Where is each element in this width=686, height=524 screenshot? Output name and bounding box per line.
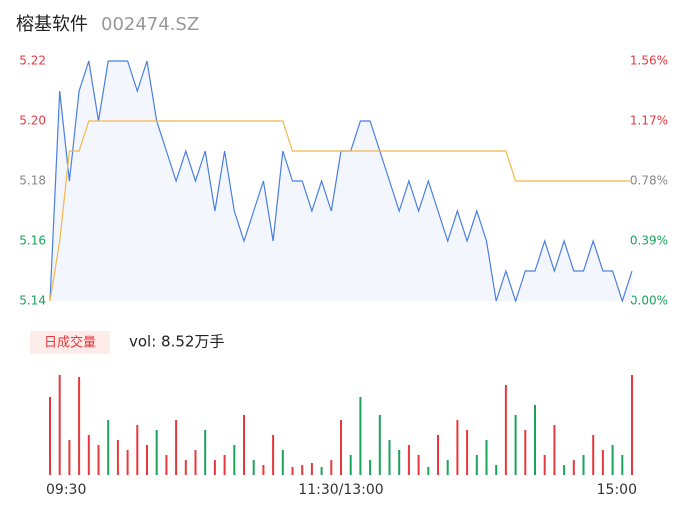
volume-bar	[553, 425, 556, 475]
y2-tick-label: 1.56%	[630, 54, 668, 68]
y-tick-label: 5.20	[19, 114, 46, 128]
y2-tick-label: 0.00%	[630, 294, 668, 308]
volume-bar	[524, 430, 527, 475]
volume-bar	[136, 425, 139, 475]
volume-bar	[456, 420, 459, 475]
volume-bar	[611, 445, 614, 475]
volume-bar	[107, 420, 110, 475]
volume-bar	[310, 463, 313, 475]
volume-bar	[184, 460, 187, 475]
volume-bar	[97, 445, 100, 475]
volume-bar	[359, 397, 362, 475]
volume-bar	[592, 435, 595, 475]
volume-bar	[165, 455, 168, 475]
volume-bar	[514, 415, 517, 475]
volume-bar	[204, 430, 207, 475]
volume-bar	[330, 460, 333, 475]
y2-tick-label: 1.17%	[630, 114, 668, 128]
volume-badge-bg	[30, 331, 110, 354]
volume-bar	[349, 455, 352, 475]
volume-bar	[243, 415, 245, 475]
volume-bar	[398, 450, 401, 475]
volume-bar	[563, 465, 566, 475]
y2-tick-label: 0.78%	[630, 174, 668, 188]
volume-bar	[320, 467, 323, 475]
volume-bar	[437, 435, 439, 475]
volume-bar	[175, 420, 178, 475]
volume-bar	[621, 455, 624, 475]
volume-bar	[301, 465, 304, 475]
volume-bar	[388, 440, 391, 475]
volume-bar	[213, 460, 216, 475]
volume-bar	[534, 405, 536, 475]
volume-bar	[126, 450, 129, 475]
volume-bar	[262, 465, 265, 475]
x-tick-label: 09:30	[46, 482, 86, 498]
volume-bar	[475, 455, 478, 475]
volume-badge: 日成交量	[44, 335, 96, 351]
volume-bar	[223, 455, 226, 475]
volume-bar	[369, 460, 372, 475]
volume-bar	[485, 440, 488, 475]
volume-bar	[466, 430, 469, 475]
volume-bar	[194, 450, 197, 475]
volume-bar	[582, 455, 585, 475]
x-tick-label: 11:30/13:00	[298, 482, 383, 498]
volume-bar	[78, 377, 81, 475]
volume-bar	[272, 435, 275, 475]
volume-bar	[155, 430, 158, 475]
volume-bar	[378, 415, 381, 475]
y-tick-label: 5.18	[19, 174, 46, 188]
volume-bar	[407, 445, 410, 475]
y-tick-label: 5.22	[19, 54, 46, 68]
volume-bar	[281, 450, 284, 475]
y-tick-label: 5.16	[19, 234, 46, 248]
volume-bar	[340, 420, 342, 475]
volume-bar	[252, 460, 255, 475]
volume-bar	[572, 460, 575, 475]
volume-bar	[49, 397, 51, 475]
volume-bar	[427, 467, 430, 475]
volume-bar	[233, 445, 236, 475]
volume-bar	[446, 460, 449, 475]
volume-bar	[87, 435, 90, 475]
x-tick-label: 15:00	[597, 482, 637, 498]
volume-bar	[601, 450, 604, 475]
volume-bar	[116, 440, 119, 475]
y2-tick-label: 0.39%	[630, 234, 668, 248]
volume-bar	[495, 465, 498, 475]
volume-bar	[146, 445, 148, 475]
volume-bar	[417, 455, 420, 475]
volume-total: vol: 8.52万手	[129, 333, 224, 351]
y-tick-label: 5.14	[19, 294, 46, 308]
average-line	[49, 120, 632, 302]
stock-code: 002474.SZ	[101, 14, 199, 35]
stock-name: 榕基软件	[16, 14, 88, 35]
volume-bar	[543, 455, 546, 475]
volume-bar	[291, 467, 294, 475]
volume-bar	[68, 440, 71, 475]
volume-bar	[504, 385, 507, 475]
volume-bar	[58, 375, 61, 475]
volume-bar	[631, 375, 633, 475]
